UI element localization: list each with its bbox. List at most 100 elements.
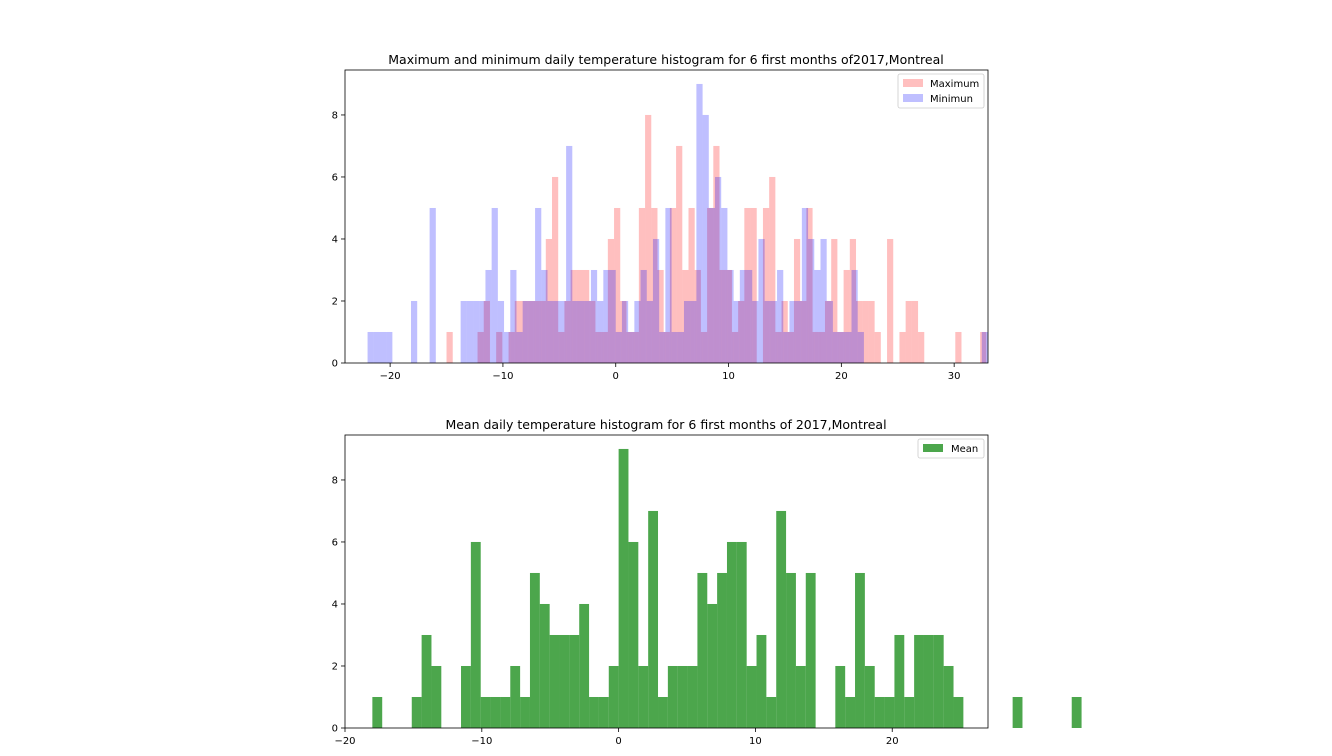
histogram-bar-minimun: [528, 300, 536, 363]
histogram-bar-maximum: [787, 331, 794, 363]
histogram-bar-minimun: [715, 176, 722, 363]
histogram-bar-minimun: [721, 207, 728, 363]
histogram-bar-maximum: [508, 331, 515, 363]
histogram-bar-minimun: [646, 300, 653, 363]
histogram-bar-mean: [598, 696, 609, 728]
histogram-bar-maximum: [514, 300, 521, 363]
histogram-bar-maximum: [793, 238, 801, 363]
histogram-bar-minimun: [690, 300, 697, 363]
histogram-bar-mean: [618, 448, 629, 728]
histogram-bar-maximum: [614, 207, 621, 363]
histogram-bar-mean: [855, 572, 865, 728]
histogram-bar-minimun: [839, 331, 846, 363]
histogram-bar-mean: [480, 696, 491, 728]
histogram-bar-mean: [667, 665, 678, 728]
plot-frame: [344, 69, 989, 364]
histogram-bar-mean: [579, 603, 590, 728]
histogram-bar-maximum: [545, 238, 553, 363]
histogram-bar-mean: [1071, 696, 1082, 728]
histogram-bar-maximum: [527, 300, 534, 363]
histogram-bar-mean: [933, 634, 944, 728]
histogram-bar-minimun: [634, 300, 641, 363]
y-tick-label: 2: [332, 296, 338, 307]
histogram-bar-minimun: [671, 331, 678, 363]
legend-label-maximum: Maximum: [930, 79, 979, 90]
histogram-bar-maximum: [682, 269, 689, 363]
histogram-bar-minimun: [566, 145, 573, 363]
legend-label-minimum: Minimun: [930, 94, 973, 105]
histogram-bar-maximum: [669, 207, 677, 363]
chart-title: Maximum and minimum daily temperature hi…: [388, 52, 943, 67]
histogram-bar-minimun: [491, 207, 498, 363]
y-tick-label: 4: [332, 234, 338, 245]
histogram-bar-mean: [717, 572, 727, 728]
histogram-bar-mean: [549, 634, 560, 728]
histogram-bar-maximum: [918, 331, 925, 363]
histogram-bar-maximum: [446, 331, 453, 363]
histogram-bar-minimun: [578, 300, 585, 363]
histogram-bar-maximum: [620, 300, 627, 363]
x-tick-label: 20: [886, 736, 899, 747]
histogram-bar-maximum: [700, 331, 708, 363]
histogram-bar-minimun: [485, 269, 492, 363]
histogram-bar-mean: [628, 541, 639, 728]
histogram-bar-mean: [500, 696, 511, 728]
histogram-bar-minimun: [590, 269, 598, 363]
histogram-bar-maximum: [856, 300, 863, 363]
histogram-bar-maximum: [725, 269, 732, 363]
histogram-bar-minimun: [851, 269, 858, 363]
histogram-bar-maximum: [539, 300, 546, 363]
chart-mean: Mean daily temperature histogram for 6 f…: [332, 417, 1082, 747]
histogram-bar-maximum: [980, 331, 987, 363]
histogram-bar-maximum: [731, 331, 739, 363]
bars-group: [367, 83, 988, 363]
histogram-bar-minimun: [758, 238, 765, 363]
histogram-bar-maximum: [800, 300, 807, 363]
x-tick-label: −10: [471, 736, 492, 747]
histogram-bar-mean: [648, 510, 659, 728]
histogram-bar-maximum: [694, 269, 701, 363]
histogram-bar-maximum: [955, 331, 962, 363]
histogram-bar-mean: [589, 696, 599, 728]
histogram-bar-maximum: [750, 207, 757, 363]
histogram-bar-minimun: [857, 331, 864, 363]
histogram-bar-minimun: [609, 269, 616, 363]
histogram-bar-minimun: [770, 300, 778, 363]
chart-title: Mean daily temperature histogram for 6 f…: [445, 417, 886, 432]
histogram-bar-maximum: [583, 269, 590, 363]
histogram-bar-maximum: [874, 331, 881, 363]
histogram-bar-maximum: [552, 176, 559, 363]
y-tick-label: 4: [332, 599, 338, 610]
legend: Maximum Minimun: [897, 73, 985, 109]
histogram-bar-mean: [638, 665, 649, 728]
histogram-bar-maximum: [638, 207, 646, 363]
histogram-bar-mean: [697, 572, 708, 728]
histogram-bar-mean: [756, 634, 767, 728]
histogram-bar-mean: [411, 696, 422, 728]
histogram-bar-mean: [470, 541, 481, 728]
histogram-bar-minimun: [597, 300, 604, 363]
y-tick-label: 0: [332, 724, 338, 735]
histogram-bar-minimun: [814, 269, 821, 363]
histogram-bar-mean: [608, 665, 619, 728]
histogram-bar-maximum: [576, 269, 584, 363]
histogram-bar-minimun: [541, 269, 548, 363]
histogram-bar-mean: [766, 696, 777, 728]
x-tick-label: 0: [613, 371, 619, 382]
y-tick-label: 6: [332, 172, 338, 183]
histogram-bar-mean: [726, 541, 737, 728]
histogram-bar-mean: [372, 696, 383, 728]
histogram-bar-minimun: [820, 238, 827, 363]
histogram-bar-minimun: [777, 269, 784, 363]
histogram-bar-mean: [786, 572, 796, 728]
histogram-bar-maximum: [769, 176, 776, 363]
histogram-bar-mean: [421, 634, 432, 728]
histogram-bar-mean: [776, 510, 787, 728]
axis-ticks: −20 −10 0 10 20 0 2 4 6 8: [332, 475, 899, 747]
histogram-bar-minimun: [739, 269, 747, 363]
histogram-bar-minimun: [640, 269, 647, 363]
histogram-bar-mean: [894, 634, 905, 728]
y-tick-label: 2: [332, 661, 338, 672]
histogram-bar-maximum: [589, 300, 596, 363]
